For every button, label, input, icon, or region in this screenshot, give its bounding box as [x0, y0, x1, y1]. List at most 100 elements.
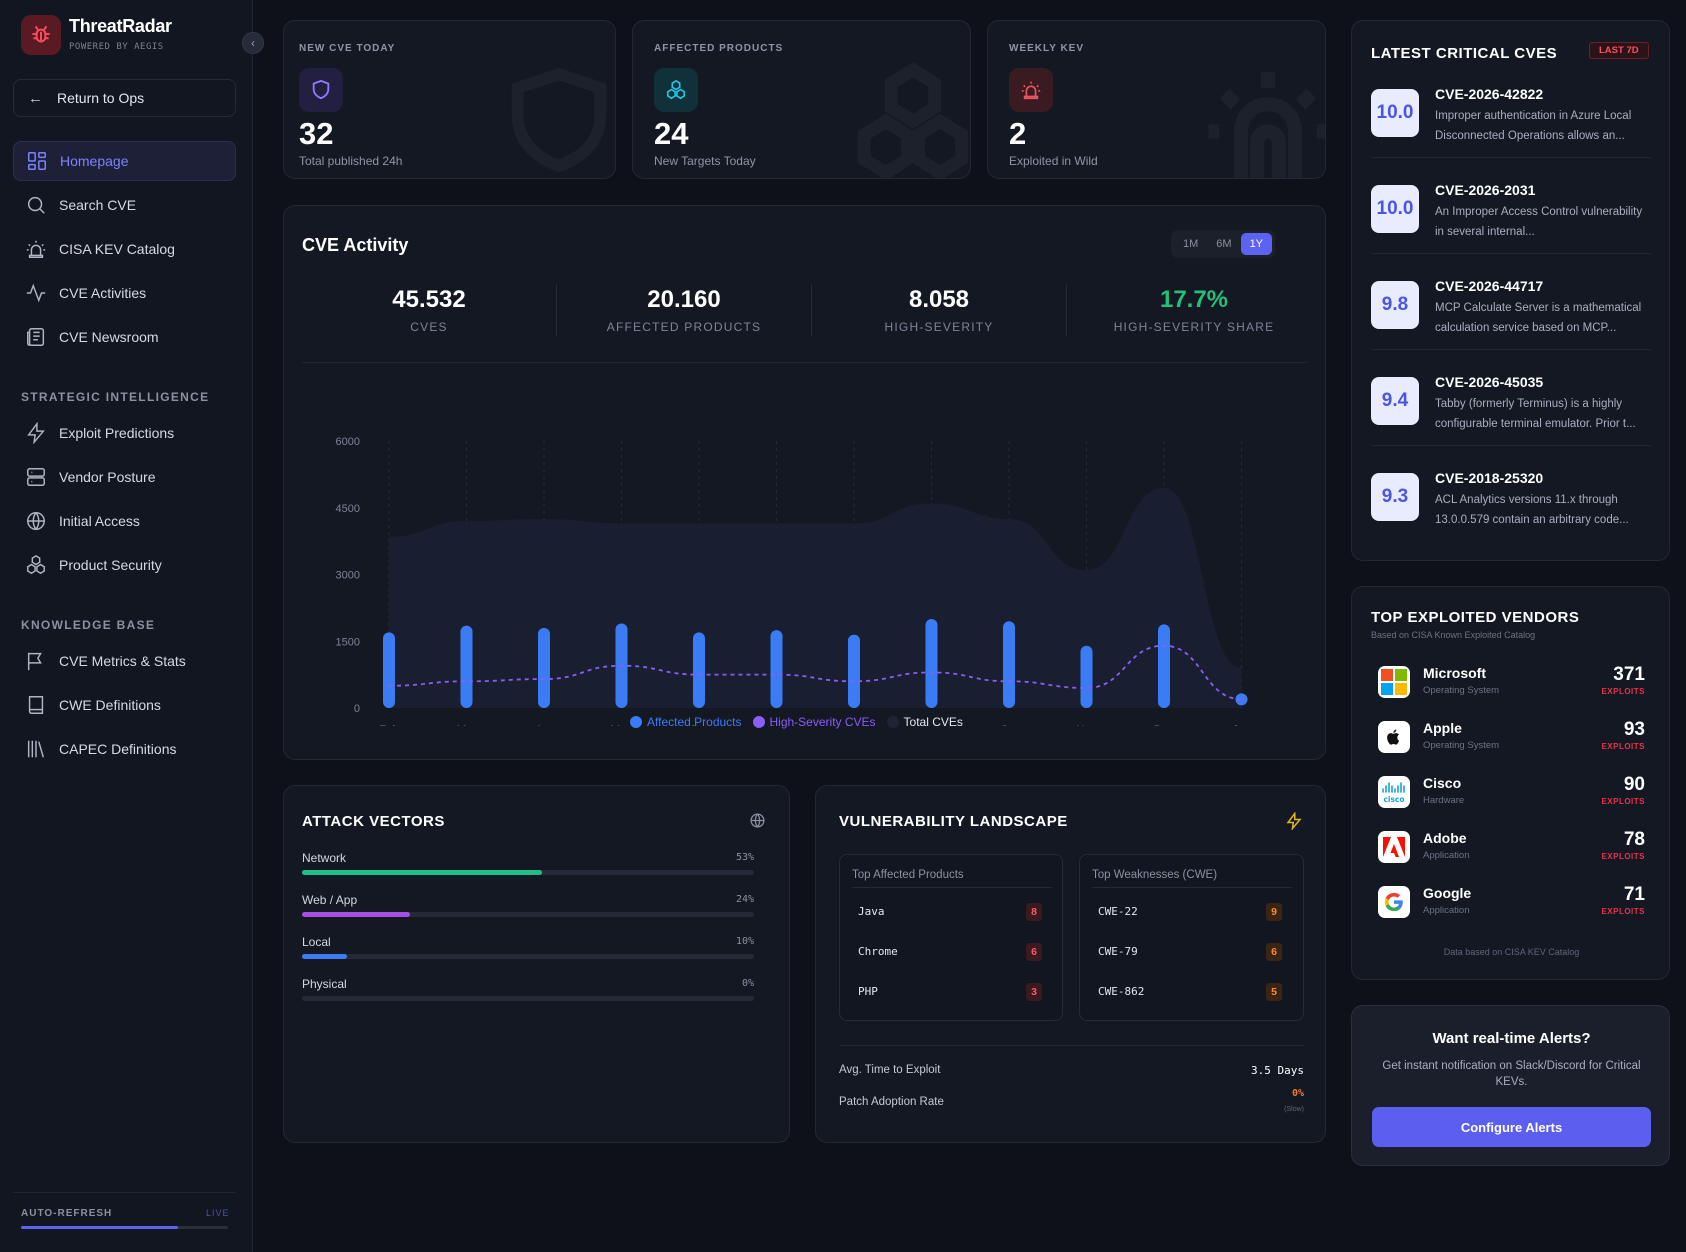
bar-affected-products[interactable]: [1080, 645, 1093, 708]
cve-list-item[interactable]: 9.3 CVE-2018-25320 ACL Analytics versions …: [1371, 470, 1651, 550]
bar-affected-products[interactable]: [460, 625, 473, 708]
bar-affected-products[interactable]: [693, 632, 705, 708]
bar-affected-products[interactable]: [770, 630, 783, 708]
y-tick-label: 4500: [336, 503, 360, 515]
vendor-row[interactable]: Apple Operating System 93 EXPLOITS: [1371, 719, 1651, 760]
sidebar-item-cve-metrics[interactable]: CVE Metrics & Stats: [13, 641, 236, 681]
kpi-label: HIGH-SEVERITY: [884, 320, 994, 334]
range-1m[interactable]: 1M: [1183, 238, 1199, 250]
range-1y[interactable]: 1Y: [1240, 233, 1273, 255]
sidebar-item-cve-newsroom[interactable]: CVE Newsroom: [13, 317, 236, 357]
vulnerability-landscape-panel: VULNERABILITY LANDSCAPE Top Affected Pro…: [815, 785, 1326, 1143]
x-tick-label: Feb: [379, 725, 399, 726]
kpi-divider: [556, 284, 557, 336]
stat-label: WEEKLY KEV: [1009, 43, 1085, 54]
sidebar: ThreatRadar POWERED BY AEGIS ← Return to…: [0, 0, 253, 1252]
app-logo[interactable]: [21, 15, 61, 55]
search-icon: [27, 196, 45, 214]
cve-list-item[interactable]: 9.8 CVE-2026-44717 MCP Calculate Server is…: [1371, 278, 1651, 358]
legend-label: Total CVEs: [903, 715, 963, 729]
globe-icon[interactable]: [749, 812, 766, 829]
vendor-row[interactable]: Microsoft Operating System 371 EXPLOITS: [1371, 664, 1651, 705]
bar-affected-products[interactable]: [1003, 621, 1015, 708]
bar-affected-products[interactable]: [1158, 624, 1170, 708]
vendor-row[interactable]: Google Application 71 EXPLOITS: [1371, 884, 1651, 925]
avg-time-value: 3.5 Days: [1251, 1064, 1304, 1077]
cve-list-item[interactable]: 10.0 CVE-2026-42822 Improper authenticatio…: [1371, 86, 1651, 166]
microsoft-logo-icon: [1378, 666, 1410, 698]
bar-affected-products[interactable]: [538, 627, 550, 708]
siren-icon: [26, 240, 46, 258]
sidebar-item-search-cve[interactable]: Search CVE: [13, 185, 236, 225]
range-selector[interactable]: 1M 6M 1Y: [1171, 230, 1276, 258]
cwe-name: CWE-862: [1098, 985, 1145, 998]
sidebar-item-product-security[interactable]: Product Security: [13, 545, 236, 585]
configure-alerts-button[interactable]: Configure Alerts: [1372, 1107, 1651, 1147]
cve-list-item[interactable]: 10.0 CVE-2026-2031 An Improper Access Cont…: [1371, 182, 1651, 262]
vendor-row[interactable]: cisco Cisco Hardware 90 EXPLOITS: [1371, 774, 1651, 815]
sidebar-item-cve-activities[interactable]: CVE Activities: [13, 273, 236, 313]
cve-id[interactable]: CVE-2026-2031: [1435, 182, 1536, 198]
cvss-score-badge: 10.0: [1371, 89, 1419, 137]
series-area-total-cves: [389, 487, 1242, 708]
legend-high-severity[interactable]: High-Severity CVEs: [752, 715, 876, 729]
vendor-name: Adobe: [1423, 830, 1467, 846]
stat-card-weekly-kev: WEEKLY KEV 2 Exploited in Wild: [987, 20, 1326, 179]
vendors-footer: Data based on CISA KEV Catalog: [1443, 947, 1580, 957]
bar-affected-products[interactable]: [1235, 693, 1248, 706]
sidebar-item-homepage[interactable]: Homepage: [13, 141, 236, 181]
kpi-label: HIGH-SEVERITY SHARE: [1113, 320, 1275, 334]
subbox-heading: Top Affected Products: [852, 869, 964, 881]
stat-icon-box: [1009, 68, 1053, 112]
y-tick-label: 3000: [336, 570, 360, 582]
series-line-high-severity: [388, 644, 1242, 700]
stat-card-affected-products: AFFECTED PRODUCTS 24 New Targets Today: [632, 20, 971, 179]
panel-title: ATTACK VECTORS: [302, 813, 445, 830]
sidebar-item-initial-access[interactable]: Initial Access: [13, 501, 236, 541]
zap-icon: [1286, 812, 1302, 830]
alerts-cta-panel: Want real-time Alerts? Get instant notif…: [1351, 1005, 1670, 1166]
cve-id[interactable]: CVE-2018-25320: [1435, 470, 1544, 486]
flag-icon: [27, 652, 42, 671]
cve-id[interactable]: CVE-2026-44717: [1435, 278, 1544, 294]
shield-icon: [312, 79, 330, 100]
bar-affected-products[interactable]: [383, 632, 395, 708]
chevron-left-icon: ‹: [251, 36, 255, 50]
x-tick-label: Jul: [769, 725, 784, 726]
cve-id[interactable]: CVE-2026-42822: [1435, 86, 1544, 102]
return-to-ops-button[interactable]: ← Return to Ops: [13, 79, 236, 117]
subbox-divider: [852, 887, 1052, 888]
kpi-value: 20.160: [647, 286, 721, 313]
attack-vector-label: Web / App: [302, 893, 358, 907]
range-6m[interactable]: 6M: [1216, 238, 1232, 250]
vendor-exploits-label: EXPLOITS: [1601, 907, 1645, 916]
library-icon: [27, 740, 45, 758]
cve-id[interactable]: CVE-2026-45035: [1435, 374, 1544, 390]
legend-total[interactable]: Total CVEs: [886, 715, 963, 729]
attack-vector-percent: 0%: [741, 978, 754, 989]
attack-vector-track: [302, 996, 754, 1001]
top-weaknesses-cwe: Top Weaknesses (CWE) CWE-22 9 CWE-79 6 C…: [1079, 854, 1304, 1021]
legend-affected[interactable]: Affected Products: [630, 715, 742, 729]
cve-divider: [1371, 349, 1651, 350]
bar-affected-products[interactable]: [848, 634, 860, 708]
sidebar-item-exploit-predictions[interactable]: Exploit Predictions: [13, 413, 236, 453]
y-tick-label: 6000: [336, 436, 360, 448]
vendor-category: Operating System: [1423, 685, 1500, 696]
collapse-sidebar-button[interactable]: ‹: [242, 32, 264, 54]
sidebar-item-capec-definitions[interactable]: CAPEC Definitions: [13, 729, 236, 769]
stat-sub: Total published 24h: [299, 154, 403, 168]
cve-activity-chart: 0 1500 3000 4500 6000 Feb Mar Apr May Jun Jul Aug Se…: [336, 436, 1251, 726]
kpi-separator: [302, 362, 1307, 363]
vendor-exploit-count: 71: [1623, 884, 1645, 905]
bar-affected-products[interactable]: [925, 619, 938, 708]
vendor-row[interactable]: Adobe Application 78 EXPLOITS: [1371, 829, 1651, 870]
y-tick-label: 1500: [336, 636, 360, 648]
svg-text:cisco: cisco: [1383, 795, 1404, 804]
cve-list-item[interactable]: 9.4 CVE-2026-45035 Tabby (formerly Terminu…: [1371, 374, 1651, 454]
sidebar-item-vendor-posture[interactable]: Vendor Posture: [13, 457, 236, 497]
alerts-title: Want real-time Alerts?: [1432, 1030, 1591, 1047]
sidebar-item-cisa-kev[interactable]: CISA KEV Catalog: [13, 229, 236, 269]
attack-vector-bar: [302, 954, 348, 959]
sidebar-item-cwe-definitions[interactable]: CWE Definitions: [13, 685, 236, 725]
